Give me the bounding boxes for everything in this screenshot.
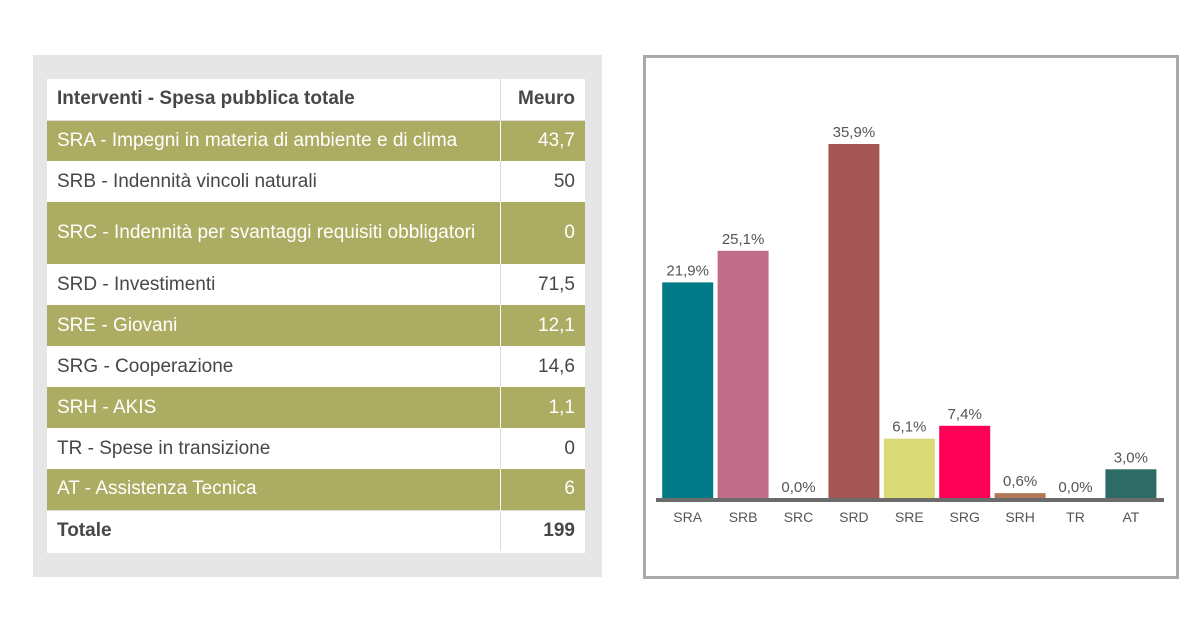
row-value: 43,7	[500, 120, 585, 161]
category-label-sre: SRE	[895, 509, 924, 525]
data-label-tr: 0,0%	[1058, 479, 1092, 496]
table-row: SRD - Investimenti 71,5	[47, 264, 585, 305]
data-label-srh: 0,6%	[1003, 473, 1037, 490]
header-value: Meuro	[518, 88, 575, 110]
bar-srb	[717, 250, 769, 499]
bar-at	[1105, 469, 1157, 499]
category-label-srg: SRG	[950, 509, 980, 525]
row-value: 71,5	[538, 273, 575, 295]
row-value: 12,1	[500, 305, 585, 346]
bar-srg	[939, 425, 991, 499]
data-label-at: 3,0%	[1114, 449, 1148, 466]
data-label-sra: 21,9%	[666, 262, 709, 279]
table-header-row: Interventi - Spesa pubblica totale Meuro	[47, 79, 585, 120]
data-label-srd: 35,9%	[833, 124, 876, 141]
category-label-at: AT	[1122, 509, 1139, 525]
row-name: SRA - Impegni in materia di ambiente e d…	[47, 120, 502, 161]
table-total-row: Totale 199	[47, 509, 585, 551]
category-label-srh: SRH	[1005, 509, 1035, 525]
table-row: SRH - AKIS 1,1	[47, 387, 585, 428]
row-value: 1,1	[500, 387, 585, 428]
table-row: TR - Spese in transizione 0	[47, 428, 585, 469]
bar-sre	[883, 438, 935, 499]
row-value: 6	[500, 469, 585, 510]
category-label-srd: SRD	[839, 509, 869, 525]
total-value: 199	[500, 509, 585, 551]
row-value: 0	[564, 437, 575, 459]
data-label-srg: 7,4%	[948, 406, 982, 423]
table-row: SRB - Indennità vincoli naturali 50	[47, 161, 585, 202]
row-name: SRG - Cooperazione	[47, 346, 502, 387]
row-name: SRH - AKIS	[47, 387, 502, 428]
data-label-srb: 25,1%	[722, 231, 765, 248]
row-name: SRE - Giovani	[47, 305, 502, 346]
data-label-src: 0,0%	[781, 479, 815, 496]
row-name: SRC - Indennità per svantaggi requisiti …	[47, 202, 502, 264]
table-row: SRE - Giovani 12,1	[47, 305, 585, 346]
row-value: 0	[500, 202, 585, 264]
category-label-tr: TR	[1066, 509, 1085, 525]
header-name: Interventi - Spesa pubblica totale	[47, 79, 502, 120]
total-label: Totale	[47, 509, 502, 551]
table-row: AT - Assistenza Tecnica 6	[47, 469, 585, 510]
bar-srd	[828, 144, 880, 499]
category-label-sra: SRA	[673, 509, 702, 525]
category-label-srb: SRB	[729, 509, 758, 525]
data-label-sre: 6,1%	[892, 419, 926, 436]
row-name: AT - Assistenza Tecnica	[47, 469, 502, 510]
row-value: 50	[553, 170, 575, 192]
category-label-src: SRC	[784, 509, 814, 525]
bar-srh	[994, 493, 1046, 499]
table-row: SRC - Indennità per svantaggi requisiti …	[47, 202, 585, 264]
row-value: 14,6	[538, 355, 575, 377]
table-panel: Interventi - Spesa pubblica totale Meuro…	[33, 55, 602, 577]
table-row: SRA - Impegni in materia di ambiente e d…	[47, 120, 585, 161]
data-table-card: Interventi - Spesa pubblica totale Meuro…	[47, 79, 585, 553]
table-row: SRG - Cooperazione 14,6	[47, 346, 585, 387]
row-name: SRD - Investimenti	[47, 264, 502, 305]
bar-sra	[662, 282, 714, 499]
chart-panel: 21,9% SRA 25,1% SRB 0,0% SRC 35,9% SRD 6,1% SRE 7,…	[643, 55, 1179, 579]
row-name: SRB - Indennità vincoli naturali	[47, 161, 502, 202]
row-name: TR - Spese in transizione	[47, 428, 502, 469]
bar-chart: 21,9% SRA 25,1% SRB 0,0% SRC 35,9% SRD 6,1% SRE 7,…	[656, 124, 1164, 525]
spending-table: Interventi - Spesa pubblica totale Meuro…	[47, 79, 585, 551]
